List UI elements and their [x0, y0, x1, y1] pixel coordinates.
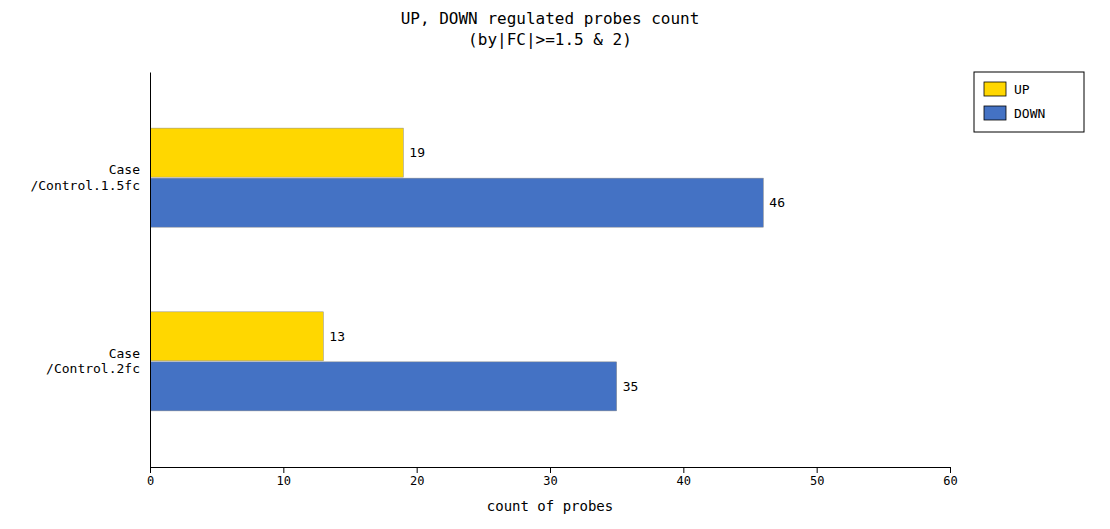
bar [150, 128, 403, 177]
y-tick-label: Case/Control.2fc [46, 346, 140, 377]
y-tick-label: Case/Control.1.5fc [30, 162, 140, 193]
data-label: 13 [329, 329, 345, 344]
x-axis-line [151, 468, 951, 474]
bars [150, 128, 763, 411]
x-tick-label: 50 [810, 474, 824, 488]
bar [150, 178, 763, 227]
legend-swatch [984, 106, 1006, 120]
legend-label: UP [1014, 82, 1030, 97]
chart-title-line: UP, DOWN regulated probes count [401, 9, 700, 28]
y-axis: Case/Control.1.5fcCase/Control.2fc [30, 73, 150, 468]
x-tick-mark [283, 467, 284, 473]
x-tick-label: 40 [677, 474, 691, 488]
x-tick-label: 20 [410, 474, 424, 488]
legend-swatch [984, 82, 1006, 96]
bar [150, 312, 323, 361]
x-tick-label: 60 [943, 474, 957, 488]
x-tick: 30 [543, 467, 557, 488]
x-tick-mark [683, 467, 684, 473]
data-label: 46 [769, 195, 785, 210]
x-tick-label: 0 [147, 474, 154, 488]
x-tick-mark [150, 467, 151, 473]
x-tick-mark [550, 467, 551, 473]
legend-item: UP [984, 82, 1030, 97]
legend-item: DOWN [984, 106, 1045, 121]
y-tick-label-line: /Control.2fc [46, 361, 140, 376]
x-tick-label: 30 [543, 474, 557, 488]
data-label: 19 [409, 145, 425, 160]
x-tick: 50 [810, 467, 824, 488]
legend-label: DOWN [1014, 106, 1045, 121]
x-axis: 0 10 20 30 40 50 60 [147, 467, 958, 488]
data-label: 35 [623, 379, 639, 394]
y-tick-label-line: Case [109, 162, 140, 177]
series-bars [150, 128, 403, 361]
x-tick-mark [417, 467, 418, 473]
legend: UP DOWN [974, 72, 1084, 132]
x-tick: 60 [943, 467, 957, 488]
x-axis-title: count of probes [487, 498, 613, 514]
y-tick-label-line: /Control.1.5fc [30, 178, 140, 193]
y-tick-label-line: Case [109, 346, 140, 361]
bar [150, 362, 617, 411]
x-tick-mark [817, 467, 818, 473]
y-axis-line [150, 73, 151, 468]
chart-title-line: (by|FC|>=1.5 & 2) [468, 30, 632, 49]
x-tick-label: 10 [277, 474, 291, 488]
series-bars [150, 178, 763, 411]
x-tick: 0 [147, 467, 154, 488]
plot-area: 19 13 46 35 0 10 20 30 40 50 60 count of probes Case… [30, 72, 1084, 514]
x-tick: 20 [410, 467, 424, 488]
chart-title: UP, DOWN regulated probes count (by|FC|>=… [401, 9, 700, 49]
y-tick: Case/Control.2fc [46, 346, 150, 377]
legend-frame [974, 72, 1084, 132]
y-tick: Case/Control.1.5fc [30, 162, 150, 193]
chart-svg: 19 13 46 35 0 10 20 30 40 50 60 count of probes Case… [0, 0, 1110, 529]
x-tick: 10 [277, 467, 291, 488]
data-labels: 19 13 46 35 [329, 145, 785, 394]
x-tick: 40 [677, 467, 691, 488]
x-tick-mark [950, 467, 951, 473]
